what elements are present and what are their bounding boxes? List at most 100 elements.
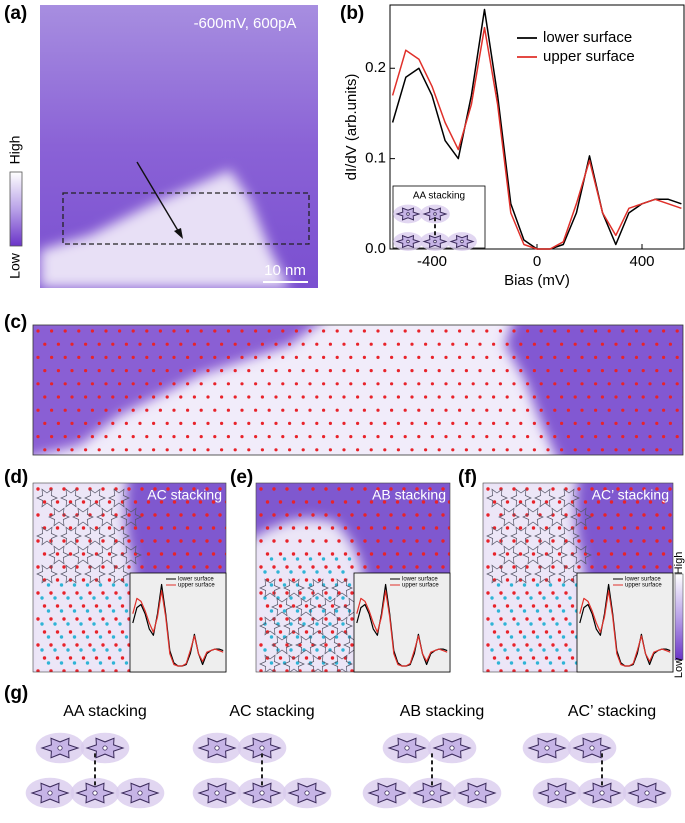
lattice-dot [525, 539, 529, 543]
lattice-dot [81, 578, 86, 582]
lattice-dot [206, 421, 210, 425]
lattice-dot [158, 329, 162, 333]
lattice-dot [90, 435, 94, 439]
lattice-dot [542, 674, 545, 677]
lattice-dot [341, 570, 345, 574]
lattice-dot [461, 552, 464, 555]
legend-label: lower surface [625, 577, 661, 583]
lattice-dot [63, 329, 67, 333]
lattice-dot [267, 355, 271, 359]
lattice-dot [655, 513, 659, 517]
lattice-dot [50, 382, 54, 386]
molecule-center [544, 745, 550, 751]
lattice-dot [321, 557, 326, 561]
lattice-dot [675, 500, 678, 503]
lattice-dot [302, 622, 306, 626]
lattice-dot [75, 617, 79, 621]
lattice-dot [529, 596, 533, 600]
lattice-dot [152, 342, 156, 346]
lattice-dot [301, 369, 305, 373]
lattice-dot [205, 513, 209, 517]
lattice-dot [226, 355, 230, 359]
lattice-dot [628, 448, 632, 452]
lattice-dot [97, 448, 101, 452]
lattice-dot [304, 630, 309, 634]
lattice-dot [410, 421, 414, 425]
lattice-dot [46, 583, 51, 587]
lattice-dot [461, 578, 464, 581]
molecule-overlay [120, 545, 142, 565]
lattice-dot [337, 565, 341, 569]
lattice-dot [522, 661, 527, 665]
lattice-dot [185, 552, 190, 556]
lattice-dot [291, 526, 296, 530]
lattice-dot [330, 500, 335, 504]
lattice-dot [518, 604, 523, 608]
lattice-dot [240, 408, 244, 412]
lattice-dot [587, 369, 591, 373]
lattice-dot [350, 539, 354, 543]
lattice-dot [505, 395, 509, 399]
lattice-dot [92, 596, 96, 600]
legend-label: upper surface [543, 48, 635, 65]
lattice-dot [389, 565, 393, 569]
lattice-dot [66, 596, 70, 600]
colorbar-low: Low [673, 658, 685, 678]
lattice-dot [668, 539, 672, 543]
lattice-dot [518, 630, 523, 634]
lattice-dot [362, 329, 366, 333]
molecule [532, 777, 582, 809]
lattice-dot [274, 421, 278, 425]
lattice-dot [356, 500, 361, 504]
lattice-dot [444, 435, 448, 439]
lattice-dot [337, 669, 341, 672]
lattice-dot [341, 648, 345, 652]
lattice-dot [218, 513, 222, 517]
lattice-dot [118, 408, 122, 412]
lattice-dot [49, 591, 53, 595]
stm-image [40, 5, 318, 288]
molecule-overlay [283, 578, 305, 598]
molecule-overlay [522, 545, 544, 565]
lattice-dot [675, 355, 679, 359]
lattice-dot [328, 570, 332, 574]
lattice-dot [199, 382, 203, 386]
lattice-dot [362, 382, 366, 386]
molecule-center [102, 745, 108, 751]
lattice-dot [53, 674, 56, 677]
lattice-dot [63, 382, 67, 386]
panel-label: (e) [230, 467, 253, 488]
lattice-dot [172, 355, 176, 359]
lattice-dot [179, 342, 183, 346]
lattice-dot [104, 435, 108, 439]
lattice-dot [396, 369, 400, 373]
lattice-dot [478, 448, 482, 452]
lattice-dot [531, 656, 536, 660]
lattice-dot [247, 369, 251, 373]
lattice-dot [88, 591, 92, 595]
lattice-dot [81, 630, 86, 634]
lattice-dot [648, 329, 652, 333]
molecule-overlay [36, 526, 58, 546]
lattice-dot [376, 382, 380, 386]
lattice-dot [529, 622, 533, 626]
molecule-center [92, 790, 98, 796]
lattice-dot [92, 674, 95, 677]
lattice-dot [662, 329, 666, 333]
lattice-dot [118, 648, 122, 652]
lattice-dot [512, 565, 516, 569]
lattice-dot [63, 435, 67, 439]
lattice-dot [492, 342, 496, 346]
lattice-dot [634, 408, 639, 412]
lattice-dot [42, 656, 47, 660]
lattice-dot [324, 565, 328, 569]
lattice-dot [55, 578, 60, 582]
lattice-dot [66, 674, 69, 677]
lattice-dot [447, 500, 450, 504]
lattice-dot [324, 513, 328, 517]
lattice-dot [159, 526, 164, 530]
lattice-dot [402, 487, 406, 491]
lattice-dot [146, 500, 151, 504]
lattice-dot [206, 395, 210, 399]
lattice-dot [179, 395, 183, 399]
